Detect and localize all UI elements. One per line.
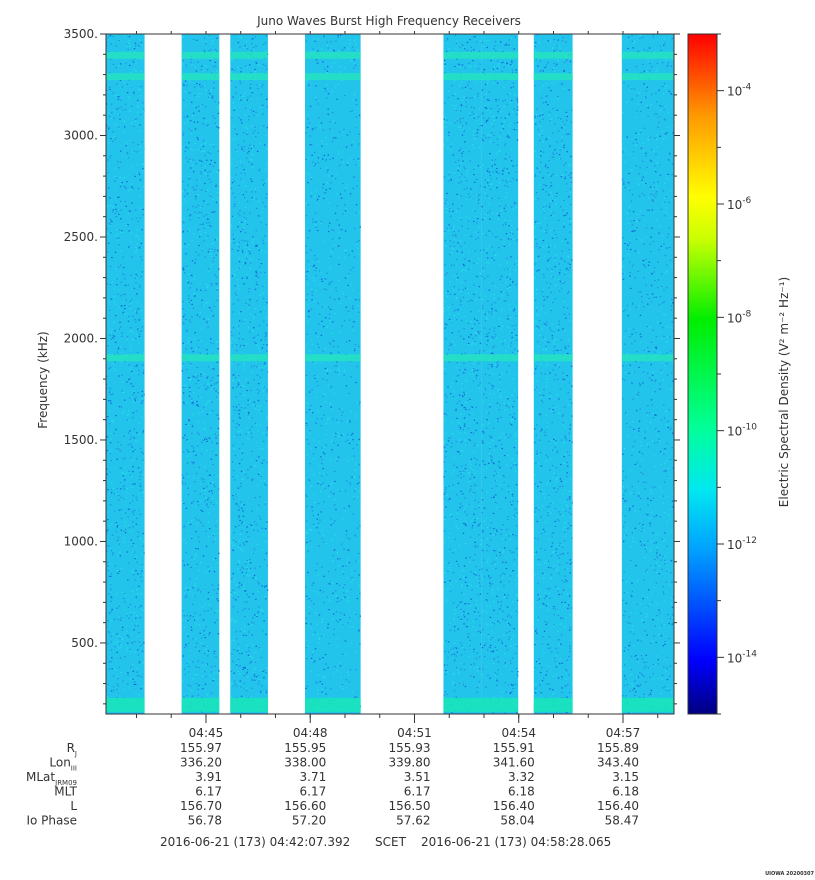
ephemeris-value: 155.95 bbox=[284, 741, 326, 755]
ephemeris-value: 3.91 bbox=[195, 770, 222, 784]
plot-frame bbox=[105, 33, 675, 715]
chart-title: Juno Waves Burst High Frequency Receiver… bbox=[256, 14, 521, 28]
colorbar-tick-label: 10-4 bbox=[727, 83, 752, 99]
data-segment bbox=[533, 34, 573, 715]
ephemeris-row-label: RJ bbox=[67, 741, 77, 758]
x-tick-label: 04:57 bbox=[606, 726, 641, 740]
data-segment bbox=[443, 34, 482, 714]
data-segment bbox=[230, 34, 269, 714]
colorbar-label: Electric Spectral Density (V² m⁻² Hz⁻¹) bbox=[777, 277, 791, 507]
ephemeris-value: 156.40 bbox=[597, 799, 639, 813]
ephemeris-value: 338.00 bbox=[284, 756, 326, 770]
footer-start-time: 2016-06-21 (173) 04:42:07.392 bbox=[160, 835, 350, 849]
ephemeris-value: 56.78 bbox=[188, 814, 222, 828]
colorbar-tick-label: 10-6 bbox=[727, 196, 752, 212]
x-tick-label: 04:45 bbox=[189, 726, 224, 740]
ephemeris-row-label: LonIII bbox=[49, 756, 77, 773]
y-tick-label: 1000. bbox=[64, 534, 98, 548]
ephemeris-row-label: MLT bbox=[54, 785, 77, 799]
ephemeris-value: 155.93 bbox=[388, 741, 430, 755]
ephemeris-value: 57.62 bbox=[396, 814, 430, 828]
ephemeris-value: 6.17 bbox=[300, 785, 327, 799]
x-tick-label: 04:54 bbox=[501, 726, 536, 740]
colorbar bbox=[687, 33, 718, 715]
y-tick-label: 2500. bbox=[64, 230, 98, 244]
y-tick-label: 2000. bbox=[64, 331, 98, 345]
ephemeris-value: 3.71 bbox=[300, 770, 327, 784]
ephemeris-row-label: Io Phase bbox=[26, 814, 77, 828]
ephemeris-value: 155.97 bbox=[180, 741, 222, 755]
colorbar-tick-label: 10-14 bbox=[727, 649, 757, 665]
data-segment bbox=[621, 34, 675, 714]
ephemeris-value: 57.20 bbox=[292, 814, 326, 828]
ephemeris-row-label: L bbox=[70, 799, 77, 813]
ephemeris-table: RJ 155.97 155.95 155.93 155.91 155.89 LonIII 33… bbox=[26, 741, 639, 828]
x-tick-label: 04:48 bbox=[293, 726, 328, 740]
x-tick-label: 04:51 bbox=[397, 726, 432, 740]
y-tick-label: 3000. bbox=[64, 128, 98, 142]
colorbar-tick-label: 10-12 bbox=[727, 536, 757, 552]
x-axis: 04:45 04:48 04:51 04:54 04:57 bbox=[135, 31, 659, 740]
ephemeris-value: 3.51 bbox=[404, 770, 431, 784]
y-tick-label: 3500. bbox=[64, 27, 98, 41]
ephemeris-value: 336.20 bbox=[180, 756, 222, 770]
data-segment bbox=[181, 34, 220, 714]
ephemeris-value: 6.17 bbox=[195, 785, 222, 799]
y-axis-label: Frequency (kHz) bbox=[36, 331, 50, 428]
ephemeris-value: 343.40 bbox=[597, 756, 639, 770]
spectrogram-data bbox=[105, 34, 675, 715]
ephemeris-value: 58.04 bbox=[500, 814, 534, 828]
ephemeris-value: 3.15 bbox=[612, 770, 639, 784]
y-axis: 500. 1000. 1500. 2000. 2500. 3000. 3500. bbox=[64, 27, 680, 705]
y-tick-label: 1500. bbox=[64, 433, 98, 447]
ephemeris-value: 6.18 bbox=[612, 785, 639, 799]
data-segment bbox=[481, 34, 519, 714]
data-segment bbox=[105, 34, 145, 714]
ephemeris-value: 6.18 bbox=[508, 785, 535, 799]
ephemeris-value: 58.47 bbox=[605, 814, 639, 828]
colorbar-axis: 10-14 10-12 10-10 10-8 10-6 10-4 bbox=[717, 33, 757, 715]
ephemeris-value: 339.80 bbox=[388, 756, 430, 770]
ephemeris-value: 155.89 bbox=[597, 741, 639, 755]
ephemeris-row-label: MLatJRM09 bbox=[26, 770, 77, 787]
data-segment bbox=[305, 34, 361, 714]
colorbar-tick-label: 10-10 bbox=[727, 423, 757, 439]
footer-end-time: 2016-06-21 (173) 04:58:28.065 bbox=[421, 835, 611, 849]
ephemeris-value: 156.40 bbox=[493, 799, 535, 813]
ephemeris-value: 156.60 bbox=[284, 799, 326, 813]
ephemeris-value: 6.17 bbox=[404, 785, 431, 799]
ephemeris-value: 156.50 bbox=[388, 799, 430, 813]
ephemeris-value: 156.70 bbox=[180, 799, 222, 813]
ephemeris-value: 155.91 bbox=[493, 741, 535, 755]
ephemeris-value: 3.32 bbox=[508, 770, 535, 784]
colorbar-tick-label: 10-8 bbox=[727, 309, 752, 325]
y-tick-label: 500. bbox=[71, 636, 98, 650]
ephemeris-value: 341.60 bbox=[493, 756, 535, 770]
credit-stamp: UIOWA 20200307 bbox=[765, 871, 814, 877]
footer-scet: SCET bbox=[375, 835, 407, 849]
